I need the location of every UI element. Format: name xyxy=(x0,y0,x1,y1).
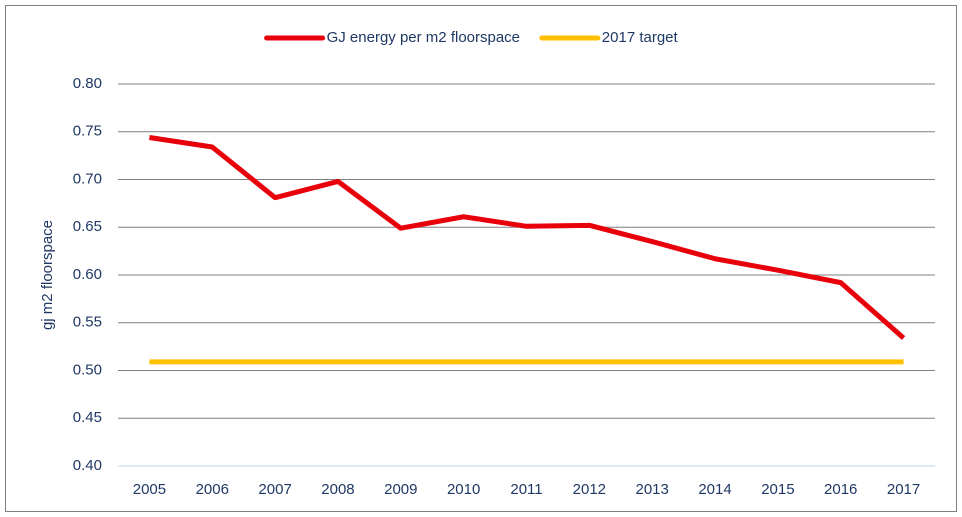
x-tick-label: 2006 xyxy=(196,481,229,498)
x-tick-label: 2010 xyxy=(447,481,480,498)
x-tick-label: 2009 xyxy=(384,481,417,498)
y-tick-label: 0.60 xyxy=(73,266,102,283)
x-tick-label: 2007 xyxy=(258,481,291,498)
x-tick-label: 2011 xyxy=(510,481,542,498)
x-tick-label: 2013 xyxy=(636,481,669,498)
y-tick-label: 0.55 xyxy=(73,314,102,331)
legend-label: GJ energy per m2 floorspace xyxy=(327,29,520,46)
x-tick-label: 2008 xyxy=(321,481,354,498)
x-tick-label: 2012 xyxy=(573,481,606,498)
y-tick-label: 0.50 xyxy=(73,361,102,378)
y-axis-label: gj m2 floorspace xyxy=(39,220,56,330)
x-tick-label: 2005 xyxy=(133,481,166,498)
x-tick-label: 2014 xyxy=(698,481,731,498)
legend-label: 2017 target xyxy=(602,29,679,46)
y-tick-label: 0.70 xyxy=(73,170,102,187)
y-tick-label: 0.40 xyxy=(73,457,102,474)
y-tick-label: 0.75 xyxy=(73,123,102,140)
x-tick-label: 2017 xyxy=(887,481,920,498)
y-tick-label: 0.80 xyxy=(73,75,102,92)
y-tick-label: 0.65 xyxy=(73,218,102,235)
series-line xyxy=(149,135,906,340)
y-tick-label: 0.45 xyxy=(73,409,102,426)
chart-frame xyxy=(5,5,957,512)
x-tick-label: 2015 xyxy=(761,481,794,498)
x-tick-label: 2016 xyxy=(824,481,857,498)
